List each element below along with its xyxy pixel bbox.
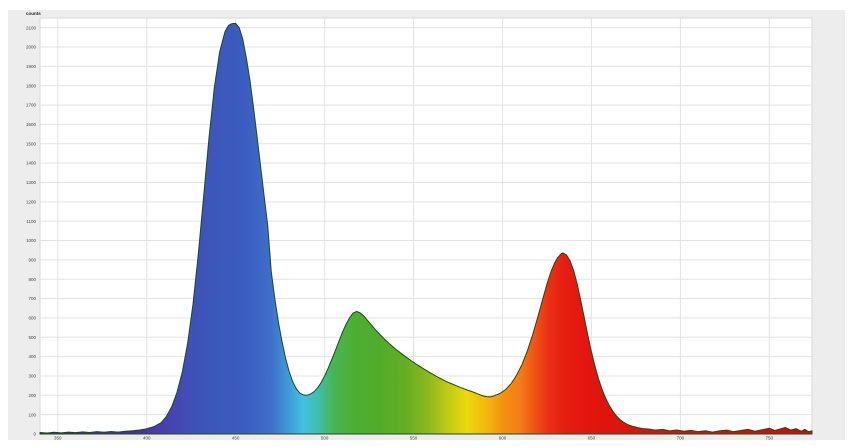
y-tick-label: 700	[28, 296, 36, 301]
y-tick-label: 1500	[26, 141, 37, 146]
x-tick-label: 550	[410, 436, 418, 441]
y-tick-label: 300	[28, 374, 36, 379]
y-axis-labels: 0 100 200 300 400 500 600 700 800 900 1000 1100 1200…	[26, 25, 37, 436]
x-tick-label: 750	[766, 436, 774, 441]
y-tick-label: 1300	[26, 180, 37, 185]
y-tick-label: 2100	[26, 25, 37, 30]
spectrum-area	[39, 22, 813, 435]
gridlines	[40, 18, 812, 434]
y-tick-label: 200	[28, 393, 36, 398]
y-tick-label: 1000	[26, 238, 37, 243]
y-tick-label: 1700	[26, 103, 37, 108]
y-tick-label: 1100	[26, 219, 36, 224]
y-tick-label: 500	[28, 335, 36, 340]
x-tick-label: 600	[499, 436, 507, 441]
y-tick-label: 600	[28, 316, 36, 321]
x-tick-label: 350	[54, 436, 62, 441]
x-tick-label: 450	[232, 436, 240, 441]
y-tick-label: 1600	[26, 122, 37, 127]
y-tick-label: 1900	[26, 64, 37, 69]
spectrum-chart-svg: 0 100 200 300 400 500 600 700 800 900 1000 1100 1200…	[8, 10, 845, 440]
x-tick-label: 400	[143, 436, 151, 441]
x-tick-label: 650	[588, 436, 596, 441]
spectrum-chart: 0 100 200 300 400 500 600 700 800 900 1000 1100 1200…	[8, 10, 845, 440]
x-tick-label: 700	[677, 436, 685, 441]
y-tick-label: 100	[28, 412, 36, 417]
y-tick-label: 1400	[26, 161, 37, 166]
plot-area	[39, 17, 813, 435]
y-axis-title: counts	[26, 11, 41, 16]
y-tick-label: 900	[28, 257, 36, 262]
y-tick-label: 400	[28, 354, 36, 359]
y-tick-label: 1800	[26, 83, 37, 88]
x-tick-label: 500	[321, 436, 329, 441]
y-tick-label: 800	[28, 277, 36, 282]
y-tick-label: 1200	[26, 199, 37, 204]
y-tick-label: 0	[33, 432, 36, 437]
y-tick-label: 2000	[26, 45, 37, 50]
x-axis-labels: 350 400 450 500 550 600 650 700 750	[54, 436, 774, 441]
